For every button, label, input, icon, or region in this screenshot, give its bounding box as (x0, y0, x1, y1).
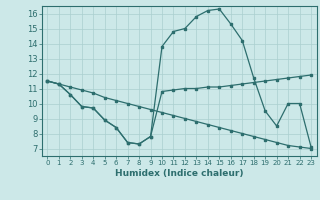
X-axis label: Humidex (Indice chaleur): Humidex (Indice chaleur) (115, 169, 244, 178)
